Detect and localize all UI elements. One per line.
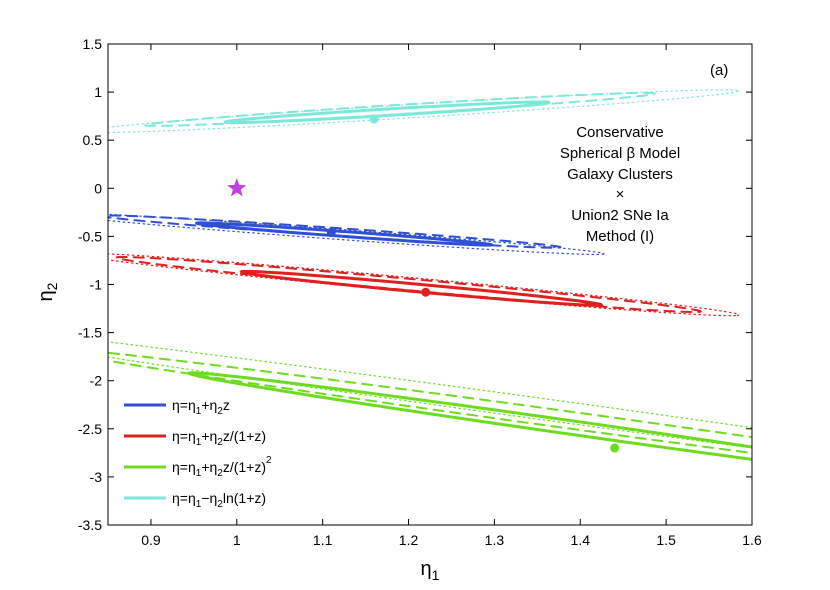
y-tick-label: 1.5 [83,36,103,52]
x-tick-label: 1.2 [399,532,419,548]
best-fit-point-z-1-z-2 [610,443,620,453]
legend-label-ln-1pz: η=η1−η2ln(1+z) [172,490,266,510]
legend-label-z-over-1pz: η=η1+η2z/(1+z) [172,428,266,448]
x-tick-label: 1 [233,532,241,548]
x-tick-label: 0.9 [141,532,161,548]
contour-layer [108,89,752,461]
x-tick-label: 1.1 [313,532,333,548]
best-fit-point-ln-1-z- [369,114,379,124]
x-tick-label: 1.6 [742,532,762,548]
annotation-line-6: Method (I) [586,228,654,245]
y-tick-label: -0.5 [78,228,102,244]
x-tick-label: 1.3 [485,532,505,548]
y-axis-label: η2 [35,282,60,301]
annotation-block: Conservative Spherical β Model Galaxy Cl… [560,124,680,245]
tick-layer: 0.9 1 1.1 1.2 1.3 1.4 1.5 1.6 1.5 1 0.5 0 -0.5 -1 -1.5… [78,36,762,548]
contour-ln-1-z--1sigma [223,100,551,125]
annotation-line-5: Union2 SNe Ia [571,207,669,224]
legend-label-linear: η=η1+η2z [172,397,230,417]
annotation-line-2: Spherical β Model [560,145,680,162]
best-fit-point-z-1-z- [421,287,431,297]
contour-linear-3sigma [108,213,605,256]
y-tick-label: -1.5 [78,325,102,341]
annotation-line-3: Galaxy Clusters [567,166,673,183]
legend-label-z-over-1pz-squared: η=η1+η2z/(1+z)2 [172,455,272,479]
annotation-line-1: Conservative [576,124,664,141]
y-tick-label: 0.5 [83,132,103,148]
y-tick-label: -3 [90,469,103,485]
contour-z-1-z--1sigma [239,269,604,307]
x-tick-label: 1.5 [656,532,676,548]
panel-label: (a) [710,62,728,79]
contour-linear-1sigma [195,221,494,247]
annotation-line-4: × [616,186,625,203]
x-axis-label: η1 [421,558,440,583]
best-fit-point-linear [326,228,336,238]
y-tick-label: -2.5 [78,421,102,437]
x-tick-label: 1.4 [571,532,591,548]
y-tick-label: -2 [90,373,103,389]
y-tick-label: -1 [90,277,103,293]
y-tick-label: -3.5 [78,517,102,533]
point-layer [227,114,620,453]
y-tick-label: 0 [94,180,102,196]
reference-star-marker [227,178,247,197]
contour-z-1-z-2-1sigma [187,371,752,461]
y-tick-label: 1 [94,84,102,100]
legend: η=η1+η2z η=η1+η2z/(1+z) η=η1+η2z/(1+z)2 … [124,397,272,510]
